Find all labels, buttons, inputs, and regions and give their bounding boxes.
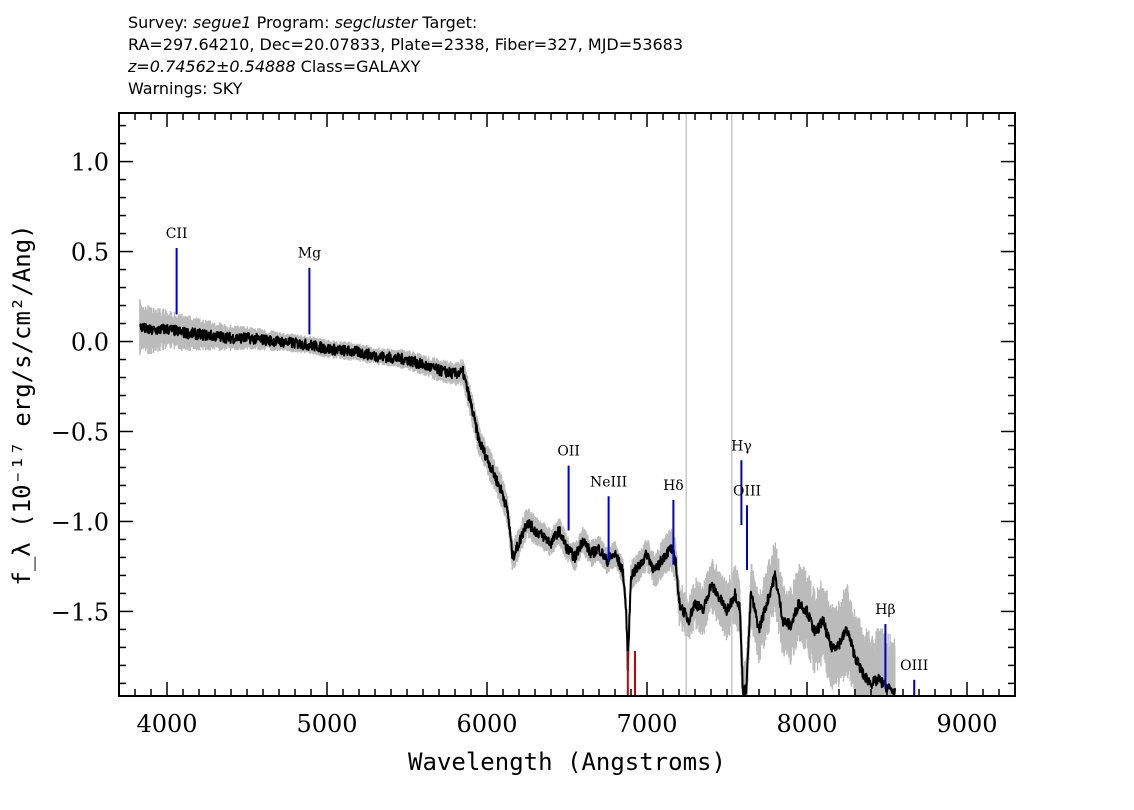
error-band <box>139 299 896 696</box>
x-tick-label: 5000 <box>296 710 357 738</box>
line-marker-label: OIII <box>900 658 928 674</box>
line-marker-label: Hβ <box>875 602 895 618</box>
x-tick-label: 6000 <box>456 710 517 738</box>
line-marker-label: NeIII <box>590 474 627 490</box>
target-label: Target: <box>422 13 478 32</box>
y-tick-label: 0.0 <box>71 329 109 357</box>
y-tick-label: 1.0 <box>71 149 109 177</box>
line-marker-label: Mg <box>298 246 321 262</box>
tick-layer: 4000 5000 6000 7000 8000 9000 1.0 0.5 0.0 −0.5 −1.… <box>51 113 1016 738</box>
line-marker-label: OIII <box>733 483 761 499</box>
header-line-2: RA=297.64210, Dec=20.07833, Plate=2338, … <box>128 35 684 54</box>
program-label: Program: <box>256 13 330 32</box>
line-marker-label: CII <box>166 226 188 242</box>
y-axis-title: f_λ (10⁻¹⁷ erg/s/cm²/Ang) <box>8 224 36 585</box>
line-marker-label: OII <box>557 444 580 460</box>
survey-label: Survey: <box>128 13 188 32</box>
x-axis-title: Wavelength (Angstroms) <box>408 748 726 776</box>
header-line-1: Survey: segue1 Program: segcluster Targe… <box>128 12 1008 34</box>
error-band-layer <box>139 299 896 696</box>
spectrum-header: Survey: segue1 Program: segcluster Targe… <box>128 12 1008 100</box>
survey-value: segue1 <box>192 13 252 32</box>
redshift-value: z=0.74562±0.54888 <box>128 57 296 76</box>
flux-layer <box>139 322 896 696</box>
flux-line <box>139 322 896 696</box>
line-marker-layer: CII Mg OII NeIII Hδ Hγ OIII Hβ OIII <box>166 226 928 696</box>
warnings-line: Warnings: SKY <box>128 79 243 98</box>
y-tick-label: −1.5 <box>51 598 109 626</box>
program-value: segcluster <box>334 13 418 32</box>
line-marker-label: Hδ <box>663 478 684 494</box>
line-marker-label: Hγ <box>731 438 752 454</box>
x-tick-label: 9000 <box>936 710 997 738</box>
x-tick-label: 4000 <box>136 710 197 738</box>
x-tick-label: 8000 <box>776 710 837 738</box>
y-tick-label: 0.5 <box>71 239 109 267</box>
class-value: Class=GALAXY <box>300 57 421 76</box>
y-tick-label: −0.5 <box>51 418 109 446</box>
header-line-3: z=0.74562±0.54888 Class=GALAXY <box>128 56 1008 78</box>
x-tick-label: 7000 <box>616 710 677 738</box>
y-tick-label: −1.0 <box>51 508 109 536</box>
